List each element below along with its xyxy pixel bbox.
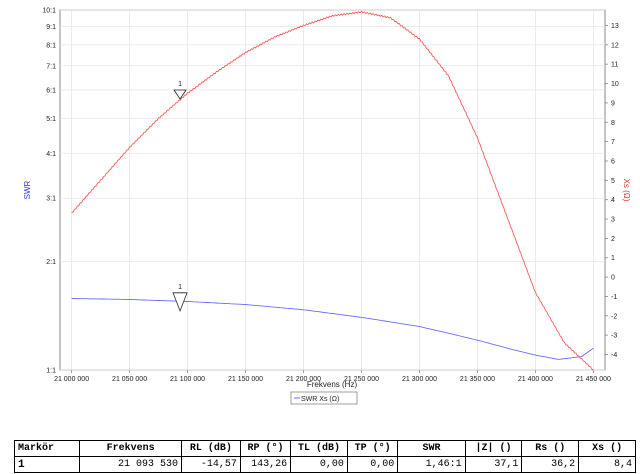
y-right-tick-label: 13 — [611, 23, 619, 30]
y-left-tick-label: 10:1 — [42, 8, 56, 15]
y-left-tick-label: 4:1 — [46, 151, 56, 158]
y-left-tick-label: 1:1 — [46, 368, 56, 375]
x-axis-label: Frekvens (Hz) — [307, 380, 358, 389]
cell-xs: 8,4 — [578, 456, 636, 473]
y-left-tick-label: 6:1 — [46, 87, 56, 94]
x-tick-label: 21 200 000 — [286, 376, 321, 383]
y-right-tick-label: 2 — [611, 236, 615, 243]
header-tp: TP (°) — [346, 440, 399, 457]
y-left-tick-label: 7:1 — [46, 63, 56, 70]
y-right-tick-label: 4 — [611, 197, 615, 204]
cell-swr: 1,46:1 — [397, 456, 466, 473]
y-right-tick-label: 9 — [611, 100, 615, 107]
x-tick-label: 21 000 000 — [54, 376, 89, 383]
header-tl: TL (dB) — [290, 440, 348, 457]
x-tick-label: 21 150 000 — [228, 376, 263, 383]
marker-triangle — [173, 89, 187, 100]
y-right-tick-label: 8 — [611, 120, 615, 127]
y-right-tick-label: 7 — [611, 139, 615, 146]
cell-tl: 0,00 — [290, 456, 348, 473]
x-tick-label: 21 350 000 — [460, 376, 495, 383]
marker-label: 1 — [178, 284, 182, 291]
y-right-tick-label: 5 — [611, 178, 615, 185]
cell-rl: -14,57 — [181, 456, 241, 473]
y-left-tick-label: 2:1 — [46, 259, 56, 266]
header-frequency: Frekvens — [79, 440, 182, 457]
x-ticks: 21 000 000 21 050 000 21 100 000 21 150 000… — [54, 370, 611, 383]
y-right-tick-label: 6 — [611, 158, 615, 165]
x-tick-label: 21 450 000 — [576, 376, 611, 383]
y-right-tick-label: -1 — [611, 294, 617, 301]
y-right-axis-label: Xs (Ω) — [622, 179, 631, 202]
y-right-tick-label: 0 — [611, 275, 615, 282]
y-right-tick-label: -2 — [611, 313, 617, 320]
legend-box — [290, 391, 358, 405]
header-swr: SWR — [397, 440, 466, 457]
header-marker: Markör — [13, 440, 81, 457]
x-tick-label: 21 100 000 — [170, 376, 205, 383]
grid — [60, 9, 605, 371]
y-right-tick-label: 10 — [611, 81, 619, 88]
marker-label: 1 — [178, 81, 182, 88]
table-row[interactable]: 1 21 093 530 -14,57 143,26 0,00 0,00 1,4… — [13, 456, 636, 473]
x-tick-label: 21 300 000 — [402, 376, 437, 383]
markers: 11 — [172, 81, 188, 312]
x-tick-label: 21 050 000 — [112, 376, 147, 383]
legend: SWR Xs (Ω) — [290, 391, 358, 405]
y-right-tick-label: 1 — [611, 255, 615, 262]
table-header-row: Markör Frekvens RL (dB) RP (°) TL (dB) T… — [13, 440, 636, 457]
series-lines — [71, 10, 594, 371]
cell-z: 37,1 — [464, 456, 523, 473]
y-left-tick-label: 9:1 — [46, 24, 56, 31]
header-rp: RP (°) — [239, 440, 292, 457]
y-right-tick-label: 11 — [611, 62, 618, 69]
legend-text: SWR Xs (Ω) — [301, 396, 339, 403]
y-right-tick-label: 3 — [611, 217, 615, 224]
y-left-ticks: 1:1 2:1 3:1 4:1 5:1 6:1 7:1 8:1 9:1 10:1 — [42, 8, 56, 375]
y-left-tick-label: 5:1 — [46, 116, 56, 123]
header-rs: Rs () — [521, 440, 580, 457]
cell-tp: 0,00 — [346, 456, 399, 473]
cell-frequency: 21 093 530 — [79, 456, 182, 473]
y-right-tick-label: -3 — [611, 333, 617, 340]
header-rl: RL (dB) — [181, 440, 241, 457]
chart: 21 000 000 21 050 000 21 100 000 21 150 000… — [23, 8, 631, 405]
plot-area — [59, 9, 606, 371]
header-xs: Xs () — [578, 440, 636, 457]
x-tick-label: 21 250 000 — [344, 376, 379, 383]
y-right-tick-label: 12 — [611, 42, 619, 49]
cell-marker: 1 — [13, 456, 81, 473]
series-line-xs — [71, 10, 594, 371]
marker-table: Markör Frekvens RL (dB) RP (°) TL (dB) T… — [13, 440, 636, 473]
header-z: |Z| () — [464, 440, 523, 457]
x-tick-label: 21 400 000 — [518, 376, 553, 383]
y-left-tick-label: 8:1 — [46, 42, 56, 49]
y-right-tick-label: -4 — [611, 352, 617, 359]
cell-rp: 143,26 — [239, 456, 292, 473]
series-line-swr — [71, 298, 594, 360]
cell-rs: 36,2 — [521, 456, 580, 473]
y-left-axis-label: SWR — [23, 180, 32, 199]
y-left-tick-label: 3:1 — [46, 196, 56, 203]
marker-triangle — [172, 292, 188, 312]
